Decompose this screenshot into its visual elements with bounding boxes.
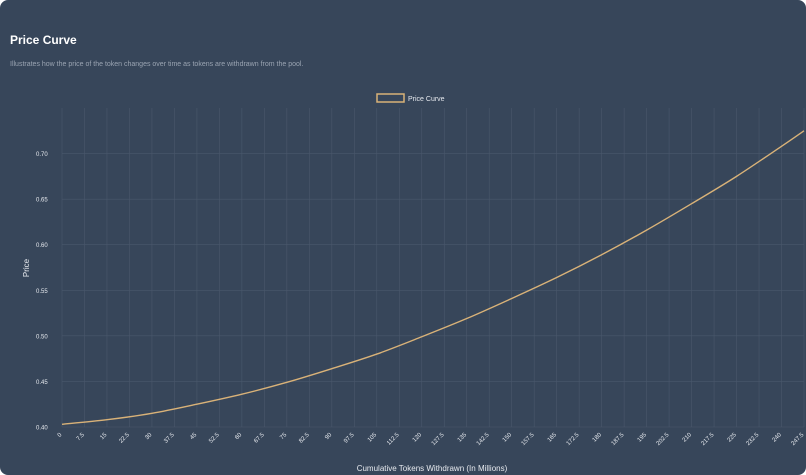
- x-tick-label: 240: [772, 432, 784, 444]
- x-tick-label: 157.5: [521, 432, 536, 447]
- x-tick-label: 232.5: [746, 432, 761, 447]
- series-layer: [61, 130, 805, 425]
- x-tick-label: 90: [324, 432, 333, 441]
- x-tick-label: 22.5: [118, 432, 131, 445]
- x-tick-label: 75: [279, 432, 288, 441]
- y-tick-label: 0.55: [36, 289, 48, 295]
- x-tick-label: 202.5: [656, 432, 671, 447]
- axis-layer: 0.40 0.45 0.50 0.55 0.60 0.65 0.70 0 7.5 15 22.5 30…: [36, 152, 806, 447]
- x-tick-label: 217.5: [701, 432, 716, 447]
- x-tick-label: 210: [682, 432, 694, 444]
- x-tick-label: 82.5: [298, 432, 311, 445]
- x-tick-label: 52.5: [208, 432, 221, 445]
- legend-swatch: [376, 93, 405, 103]
- x-tick-label: 187.5: [611, 432, 626, 447]
- x-tick-label: 15: [99, 432, 108, 441]
- chart-card-title: Price Curve: [10, 33, 77, 47]
- legend-label: Price Curve: [408, 96, 445, 103]
- x-tick-label: 247.5: [791, 432, 806, 447]
- y-tick-label: 0.50: [36, 334, 48, 340]
- x-tick-label: 105: [367, 432, 379, 444]
- x-tick-label: 180: [592, 432, 604, 444]
- x-tick-label: 30: [144, 432, 153, 441]
- x-tick-label: 142.5: [476, 432, 491, 447]
- legend[interactable]: Price Curve: [376, 93, 445, 103]
- x-tick-label: 150: [502, 432, 514, 444]
- x-tick-label: 172.5: [566, 432, 581, 447]
- y-tick-label: 0.45: [36, 380, 48, 386]
- x-tick-label: 60: [234, 432, 243, 441]
- price-curve-line: [61, 130, 805, 425]
- grid-layer: [61, 108, 805, 428]
- x-tick-label: 225: [727, 432, 739, 444]
- x-tick-label: 120: [412, 432, 424, 444]
- x-tick-label: 97.5: [343, 432, 356, 445]
- x-axis-title: Cumulative Tokens Withdrawn (In Millions…: [357, 464, 508, 473]
- y-tick-label: 0.60: [36, 243, 48, 249]
- x-tick-label: 7.5: [76, 432, 87, 443]
- x-tick-label: 0: [57, 432, 64, 439]
- x-tick-label: 112.5: [386, 432, 401, 447]
- y-axis-title: Price: [22, 258, 31, 277]
- y-tick-label: 0.70: [36, 152, 48, 158]
- x-tick-label: 37.5: [163, 432, 176, 445]
- x-tick-label: 127.5: [431, 432, 446, 447]
- x-tick-label: 135: [457, 432, 469, 444]
- x-tick-label: 67.5: [253, 432, 266, 445]
- chart-card-subtitle: Illustrates how the price of the token c…: [10, 61, 304, 68]
- x-tick-label: 45: [189, 432, 198, 441]
- x-tick-label: 195: [637, 432, 649, 444]
- y-tick-label: 0.65: [36, 198, 48, 204]
- x-tick-label: 165: [547, 432, 559, 444]
- y-tick-label: 0.40: [36, 426, 48, 432]
